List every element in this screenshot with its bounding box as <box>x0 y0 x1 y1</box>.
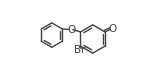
Text: Br: Br <box>74 45 85 55</box>
Text: O: O <box>109 24 117 34</box>
Text: O: O <box>67 25 75 35</box>
